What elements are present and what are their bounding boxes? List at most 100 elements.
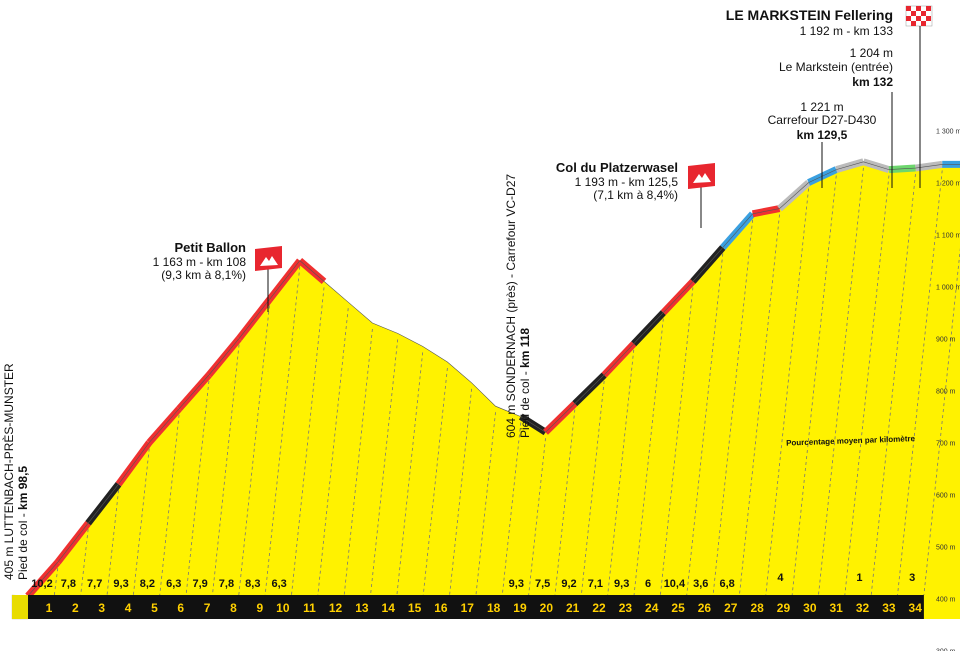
km-tick-label: 10 xyxy=(276,601,290,615)
km-tick-label: 25 xyxy=(671,601,685,615)
altitude-tick-label: 400 m xyxy=(936,597,956,604)
finish-flag-icon xyxy=(905,5,933,188)
km-gradient-label: 6 xyxy=(645,578,651,590)
km-tick-label: 1 xyxy=(46,601,53,615)
km-separator xyxy=(159,414,180,596)
km-separator xyxy=(422,367,448,596)
km-separator xyxy=(528,438,546,596)
km-gradient-label: 7,5 xyxy=(535,578,550,590)
km-separator xyxy=(607,349,635,596)
km-bar-start-block xyxy=(12,595,28,619)
altitude-tick-label: 1 100 m xyxy=(936,233,960,240)
start-km: km 98,5 xyxy=(16,466,30,510)
carrefour-altitude: 1 221 m xyxy=(800,100,843,114)
km-tick-label: 31 xyxy=(829,601,843,615)
km-gradient-label: 9,3 xyxy=(614,578,629,590)
altitude-tick-label: 500 m xyxy=(936,545,956,552)
sondernach-label: 604 m SONDERNACH (près) - Carrefour VC-D… xyxy=(504,174,532,438)
svg-text:Pied de col - km 98,5: Pied de col - km 98,5 xyxy=(16,466,30,580)
km-gradient-label: 8,2 xyxy=(140,578,155,590)
km-tick-label: 27 xyxy=(724,601,738,615)
km-tick-label: 26 xyxy=(698,601,712,615)
km-gradient-label: 7,7 xyxy=(87,578,102,590)
km-gradient-label: 9,3 xyxy=(113,578,128,590)
km-gradient-label: 7,8 xyxy=(61,578,76,590)
km-gradient-label: 1 xyxy=(856,572,862,584)
km-separator xyxy=(133,448,150,596)
km-tick-label: 18 xyxy=(487,601,501,615)
km-bar-background xyxy=(28,595,924,619)
km-tick-label: 22 xyxy=(592,601,606,615)
km-gradient-label: 6,3 xyxy=(166,578,181,590)
start-pied-de-col: Pied de col - xyxy=(16,510,30,580)
finish-details: 1 192 m - km 133 xyxy=(800,24,894,38)
km-separator xyxy=(53,568,59,596)
km-gradient-label: 7,9 xyxy=(192,578,207,590)
finish-name: LE MARKSTEIN Fellering xyxy=(726,7,893,23)
km-gradient-label: 9,2 xyxy=(561,578,576,590)
altitude-tick-label: 900 m xyxy=(936,337,956,344)
profile-outline xyxy=(27,161,960,597)
altitude-tick-label: 600 m xyxy=(936,493,956,500)
km-gradient-label: 7,1 xyxy=(588,578,603,590)
start-line1: 405 m LUTTENBACH-PRÈS-MUNSTER xyxy=(1,363,16,580)
sondernach-km: km 118 xyxy=(518,328,532,368)
km-tick-label: 30 xyxy=(803,601,817,615)
km-tick-label: 6 xyxy=(177,601,184,615)
carrefour-name: Carrefour D27-D430 xyxy=(768,113,877,127)
km-tick-label: 29 xyxy=(777,601,791,615)
km-separator xyxy=(791,175,837,596)
km-tick-label: 21 xyxy=(566,601,580,615)
km-axis-bar: 1 2 3 4 5 6 7 8 9 10 11 12 13 14 15 16 17 18 19 20 21 22 23 24 2… xyxy=(12,595,924,619)
km-gradient-label: 8,3 xyxy=(245,578,260,590)
km-separator xyxy=(80,529,89,596)
km-gradient-label: 3,6 xyxy=(693,578,708,590)
km-separator xyxy=(739,214,780,596)
km-gradient-label: 9,3 xyxy=(509,578,524,590)
petit-ballon-mountain-flag-icon xyxy=(255,246,282,312)
profile-fill-layer xyxy=(11,161,960,620)
altitude-tick-label: 1 300 m xyxy=(936,129,960,136)
km-tick-label: 7 xyxy=(204,601,211,615)
platzerwasel-climb-stats: (7,1 km à 8,4%) xyxy=(593,188,678,202)
km-separator xyxy=(554,409,576,596)
petit-ballon-climb-stats: (9,3 km à 8,1%) xyxy=(161,268,246,282)
platzerwasel-name: Col du Platzerwasel xyxy=(556,160,678,175)
entree-name: Le Markstein (entrée) xyxy=(779,60,893,74)
altitude-tick-label: 800 m xyxy=(936,389,956,396)
km-separator xyxy=(501,422,522,596)
km-gradient-label: 10,4 xyxy=(664,578,686,590)
km-tick-label: 8 xyxy=(230,601,237,615)
platzerwasel-mountain-flag-icon xyxy=(688,163,715,228)
km-separator xyxy=(343,328,373,596)
svg-text:Pied de col - km 118: Pied de col - km 118 xyxy=(518,328,532,438)
km-separator xyxy=(475,412,496,596)
km-separator xyxy=(317,308,349,596)
km-tick-label: 28 xyxy=(750,601,764,615)
km-tick-label: 33 xyxy=(882,601,896,615)
km-gradient-label: 3 xyxy=(909,572,915,584)
entree-altitude: 1 204 m xyxy=(850,46,893,60)
altitude-tick-label: 700 m xyxy=(936,441,956,448)
km-tick-label: 12 xyxy=(329,601,343,615)
km-gradient-label: 7,8 xyxy=(219,578,234,590)
km-tick-label: 16 xyxy=(434,601,448,615)
km-separator xyxy=(870,173,916,596)
sondernach-pied-de-col: Pied de col - xyxy=(518,368,532,438)
km-separator xyxy=(264,266,301,596)
km-separator xyxy=(897,170,943,596)
km-gradient-label: 4 xyxy=(777,572,784,584)
gradient-labels-layer: 10,2 7,8 7,7 9,3 8,2 6,3 7,9 7,8 8,3 6,3 9,3 7,5 9,2… xyxy=(31,572,915,590)
km-tick-label: 23 xyxy=(619,601,633,615)
km-separator xyxy=(449,388,473,596)
km-separator xyxy=(923,247,960,596)
km-separator xyxy=(396,352,424,596)
km-tick-label: 9 xyxy=(256,601,263,615)
km-tick-label: 14 xyxy=(382,601,396,615)
km-tick-label: 34 xyxy=(909,601,923,615)
altitude-scale: 300 m 400 m 500 m 600 m 700 m 800 m 900 m 1 000… xyxy=(936,129,960,651)
km-separator xyxy=(370,339,399,596)
petit-ballon-altitude-km: 1 163 m - km 108 xyxy=(153,255,247,269)
km-tick-label: 32 xyxy=(856,601,870,615)
